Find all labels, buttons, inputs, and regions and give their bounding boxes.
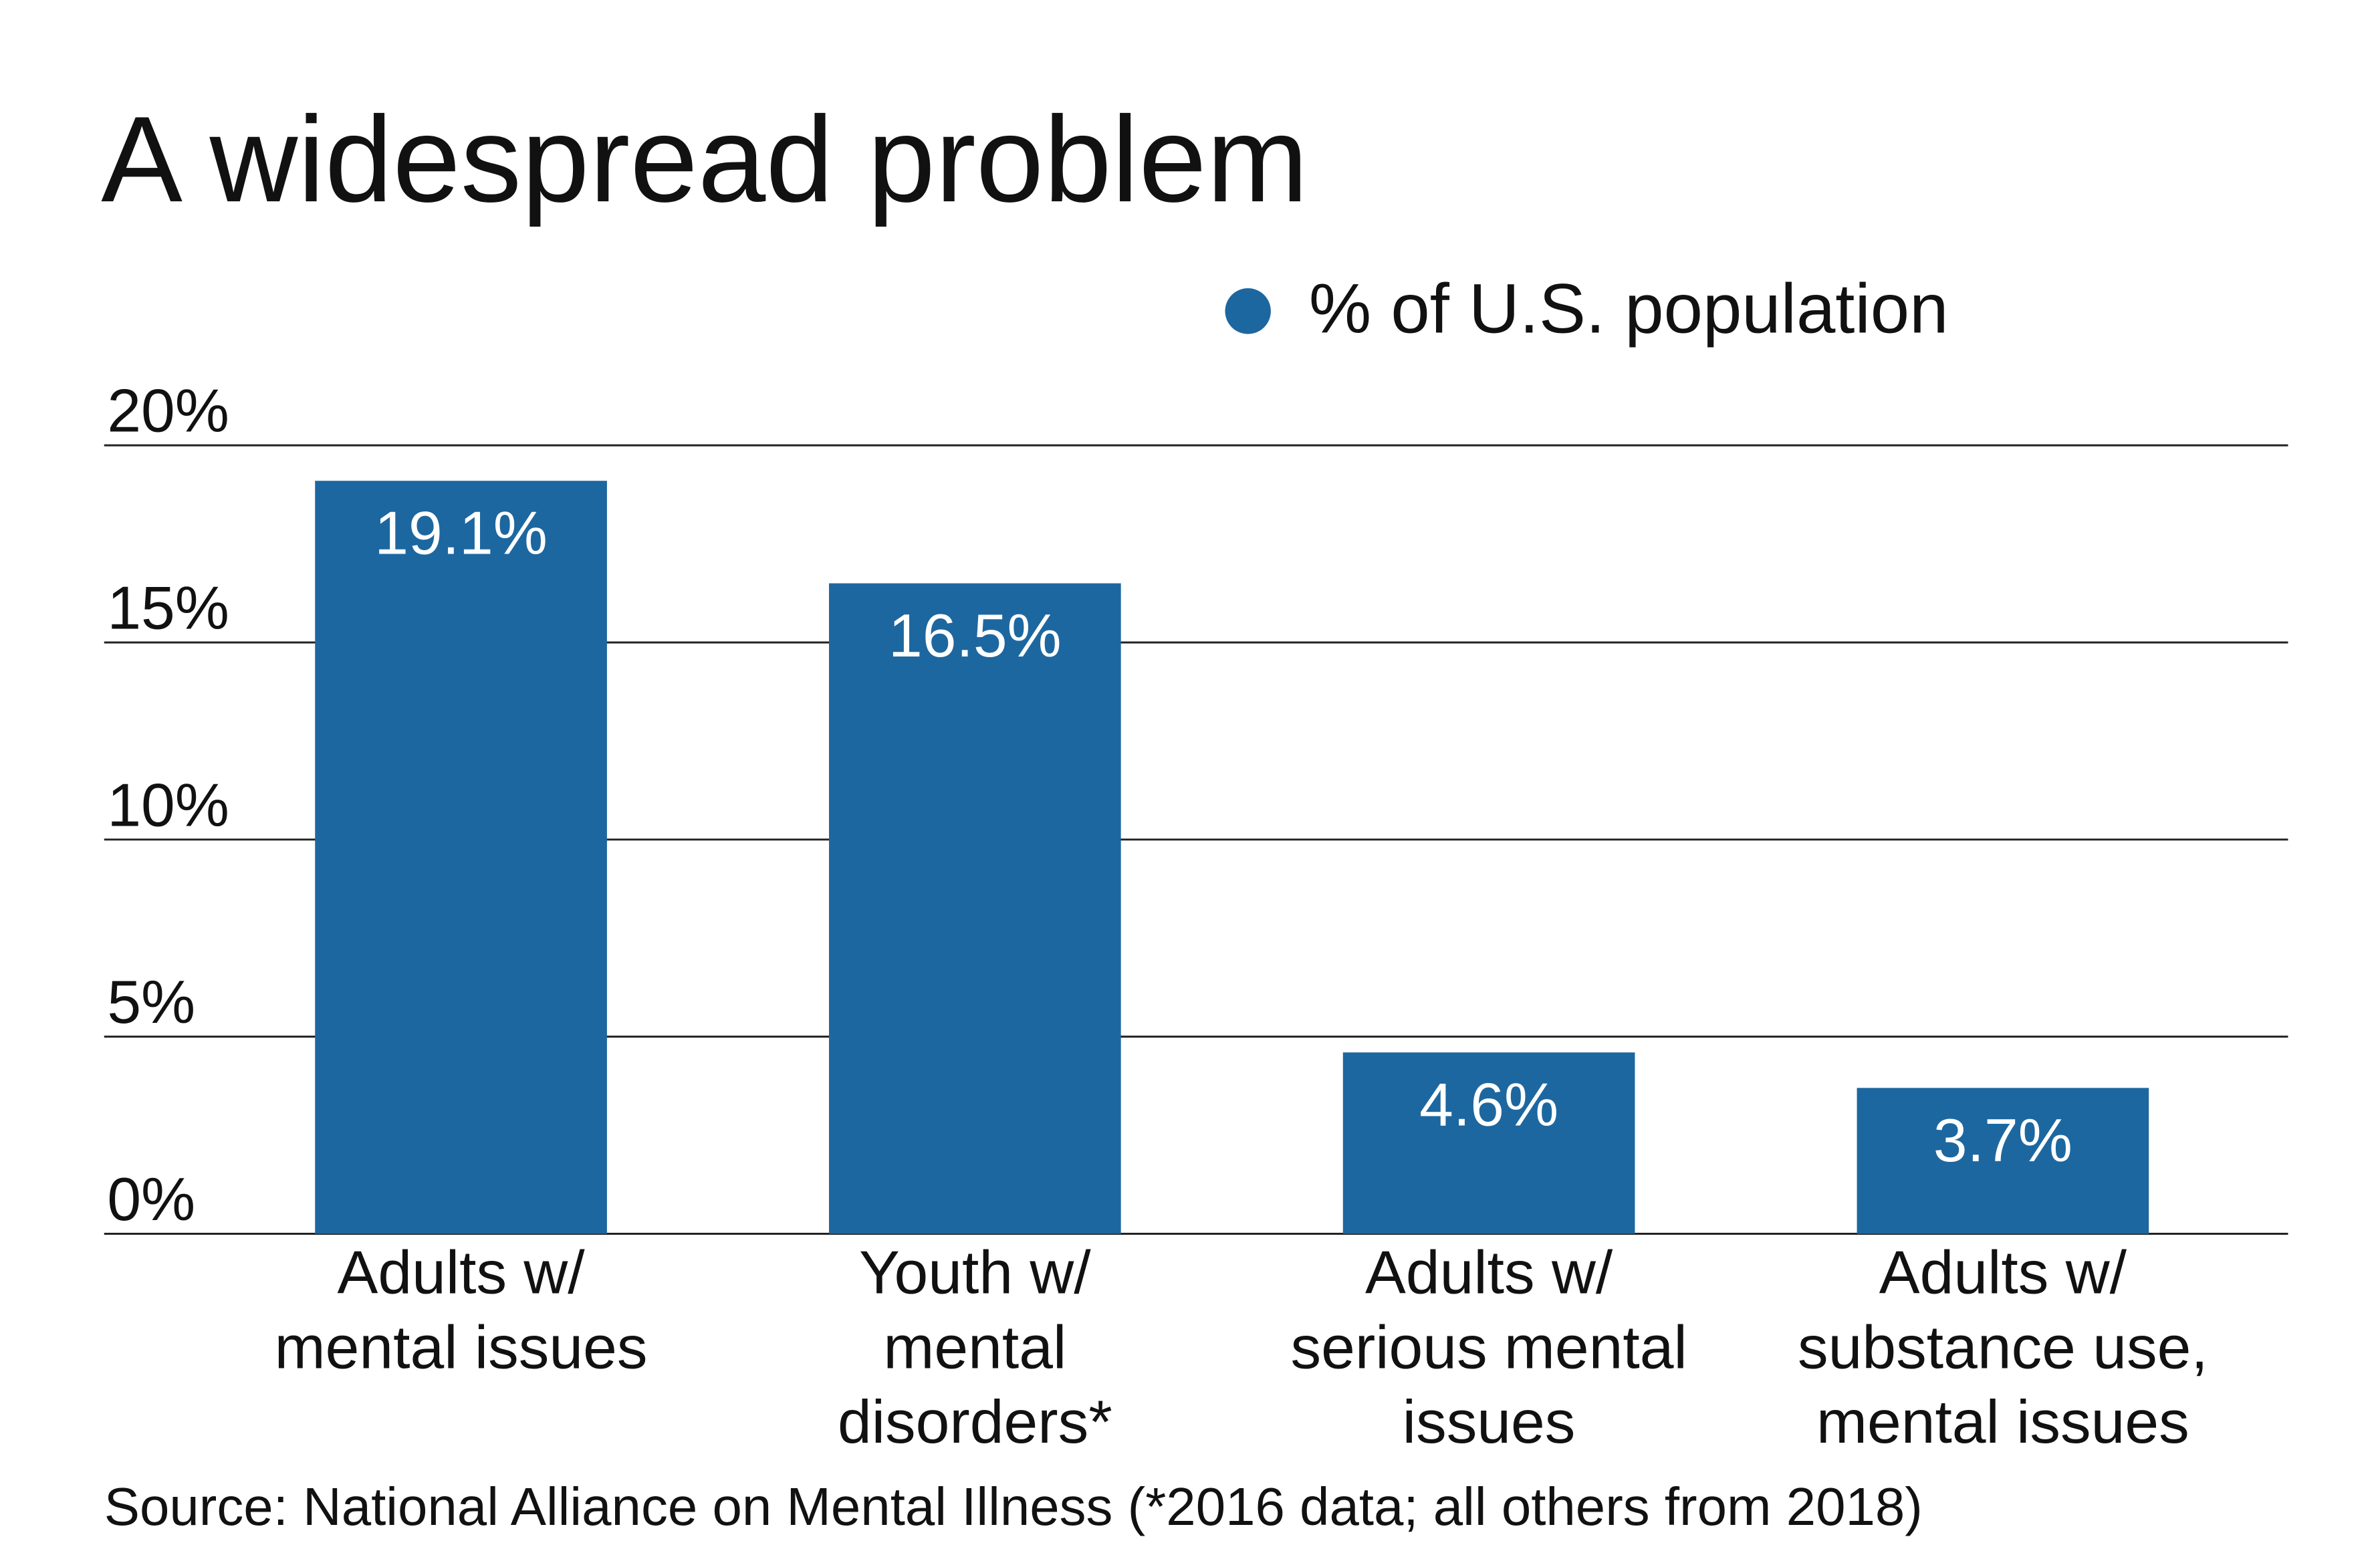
x-tick-label: mental [883,1313,1066,1381]
value-label: 16.5% [888,602,1062,670]
y-tick-label: 20% [107,377,229,445]
x-tick-label: Adults w/ [1365,1238,1613,1306]
legend-label: % of U.S. population [1309,269,1949,348]
y-tick-label: 5% [107,968,195,1036]
x-tick-label: substance use, [1798,1313,2208,1381]
x-tick-label: mental issues [275,1313,648,1381]
bar [315,481,607,1234]
value-label: 3.7% [1933,1106,2072,1175]
legend-marker [1225,288,1271,334]
bar [829,583,1121,1234]
y-tick-label: 0% [107,1165,195,1233]
source-note: Source: National Alliance on Mental Illn… [104,1477,1923,1536]
x-tick-label: Adults w/ [1879,1238,2127,1306]
chart-title: A widespread problem [101,91,1308,227]
x-tick-label: Adults w/ [337,1238,585,1306]
x-tick-label: disorders* [838,1388,1112,1456]
bar [1342,1052,1635,1234]
value-label: 4.6% [1419,1071,1558,1139]
x-tick-label: mental issues [1816,1388,2189,1456]
value-label: 19.1% [374,499,548,568]
y-tick-label: 15% [107,574,229,642]
y-tick-label: 10% [107,771,229,839]
x-tick-label: serious mental [1290,1313,1687,1381]
bar [1857,1088,2149,1234]
x-tick-label: Youth w/ [859,1238,1091,1306]
x-tick-label: issues [1403,1388,1576,1456]
